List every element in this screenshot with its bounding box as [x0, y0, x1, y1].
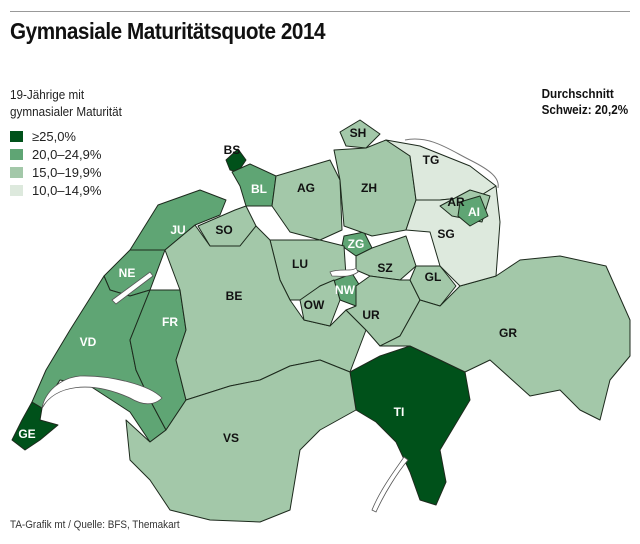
- canton-TI[interactable]: [349, 345, 471, 506]
- source-note: TA-Grafik mt / Quelle: BFS, Themakart: [10, 519, 180, 531]
- label-BS: BS: [224, 143, 241, 157]
- canton-AG[interactable]: [271, 159, 343, 241]
- label-LU: LU: [292, 257, 308, 271]
- lake-constance: [404, 138, 499, 189]
- label-BE: BE: [226, 289, 243, 303]
- label-NW: NW: [335, 283, 356, 297]
- canton-SZ[interactable]: [355, 235, 417, 281]
- canton-OW[interactable]: [299, 279, 341, 327]
- legend-item: 20,0–24,9%: [10, 145, 101, 163]
- label-AI: AI: [468, 205, 480, 219]
- label-SO: SO: [215, 223, 232, 237]
- legend-item: 10,0–14,9%: [10, 181, 101, 199]
- lake-maggiore: [371, 456, 409, 513]
- chart-title: Gymnasiale Maturitätsquote 2014: [10, 18, 326, 44]
- canton-VS[interactable]: [125, 359, 357, 523]
- legend-item: 15,0–19,9%: [10, 163, 101, 181]
- label-SH: SH: [350, 126, 367, 140]
- label-ZH: ZH: [361, 181, 377, 195]
- average-note: Durchschnitt Schweiz: 20,2%: [542, 86, 628, 118]
- label-TG: TG: [423, 153, 440, 167]
- average-line1: Durchschnitt: [541, 86, 614, 101]
- average-line2: Schweiz: 20,2%: [541, 102, 628, 117]
- label-JU: JU: [170, 223, 185, 237]
- lake-neuchatel: [111, 271, 154, 305]
- label-GL: GL: [425, 270, 442, 284]
- lake-lucerne: [329, 267, 359, 277]
- legend-heading: 19-Jährige mit gymnasialer Maturität: [10, 86, 122, 120]
- label-UR: UR: [362, 308, 380, 322]
- label-VD: VD: [80, 335, 97, 349]
- label-VS: VS: [223, 431, 239, 445]
- legend-label: 20,0–24,9%: [32, 146, 102, 162]
- canton-GR[interactable]: [379, 255, 631, 421]
- label-SG: SG: [437, 227, 454, 241]
- legend-heading-line2: gymnasialer Maturität: [10, 104, 122, 119]
- label-GE: GE: [18, 427, 35, 441]
- lake-geneva: [41, 375, 163, 409]
- label-AR: AR: [447, 195, 465, 209]
- legend-label: 10,0–14,9%: [32, 182, 102, 198]
- legend: ≥25,0% 20,0–24,9% 15,0–19,9% 10,0–14,9%: [10, 127, 101, 199]
- canton-BS[interactable]: [225, 148, 247, 173]
- canton-SH[interactable]: [339, 119, 381, 149]
- canton-GE[interactable]: [11, 401, 59, 451]
- label-ZG: ZG: [348, 237, 365, 251]
- label-BL: BL: [251, 182, 267, 196]
- legend-heading-line1: 19-Jährige mit: [10, 87, 85, 102]
- label-GR: GR: [499, 326, 517, 340]
- legend-swatch: [10, 184, 23, 196]
- legend-swatch: [10, 130, 23, 142]
- legend-swatch: [10, 148, 23, 160]
- label-AG: AG: [297, 181, 315, 195]
- legend-label: ≥25,0%: [32, 128, 76, 144]
- canton-AI[interactable]: [457, 195, 489, 227]
- label-SZ: SZ: [377, 261, 392, 275]
- top-rule: [10, 11, 630, 12]
- label-TI: TI: [394, 405, 405, 419]
- label-NE: NE: [119, 266, 136, 280]
- label-OW: OW: [304, 298, 325, 312]
- legend-swatch: [10, 166, 23, 178]
- label-FR: FR: [162, 315, 178, 329]
- legend-item: ≥25,0%: [10, 127, 101, 145]
- legend-label: 15,0–19,9%: [32, 164, 102, 180]
